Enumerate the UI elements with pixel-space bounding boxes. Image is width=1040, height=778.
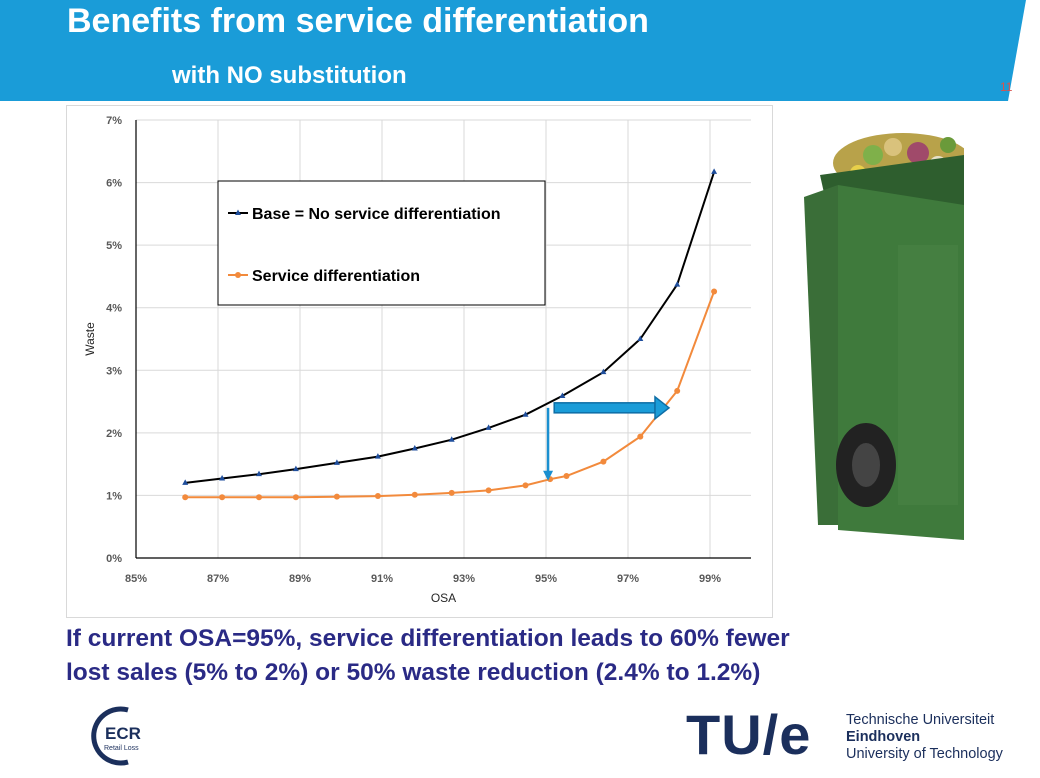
series-line-2: [185, 291, 716, 499]
series-2-point: [448, 489, 455, 496]
series-2-point: [182, 494, 189, 501]
waste-vs-osa-chart: 0% 1% 2% 3% 4% 5% 6% 7% 85% 87% 89% 91% 93% 95% 97% 99%…: [66, 105, 773, 618]
series-2-point: [411, 491, 418, 498]
x-tick-label: 97%: [617, 573, 639, 585]
series-1-point: [219, 475, 226, 481]
series-1-point: [256, 470, 262, 477]
banner-shape: [0, 0, 1026, 101]
series-1-point: [333, 459, 340, 465]
series-1-point: [674, 281, 681, 287]
series-2-point: [637, 433, 644, 440]
series-2-point: [563, 473, 570, 480]
series-1-point: [485, 424, 492, 430]
title-banner: [0, 0, 1040, 101]
ecr-logo-subtext: Retail Loss: [104, 745, 139, 752]
y-tick-label: 7%: [106, 115, 122, 127]
tue-line-2: Eindhoven: [846, 729, 921, 745]
y-tick-label: 1%: [106, 490, 122, 502]
series-1-point: [559, 392, 566, 398]
x-tick-label: 85%: [125, 573, 147, 585]
chart-svg: 0% 1% 2% 3% 4% 5% 6% 7% 85% 87% 89% 91% 93% 95% 97% 99%…: [66, 105, 773, 618]
waste-bin-image: [798, 125, 973, 545]
series-1-point: [411, 445, 418, 451]
series-2-point: [374, 493, 381, 500]
slide-title: Benefits from service differentiation: [67, 2, 649, 40]
tue-logo: TU/e Technische Universiteit Eindhoven U…: [686, 702, 1026, 774]
legend-box: [217, 180, 546, 306]
x-tick-label: 95%: [535, 573, 557, 585]
series-2-point: [674, 387, 681, 394]
conclusion-caption: If current OSA=95%, service differentiat…: [66, 622, 966, 690]
x-axis-label: OSA: [431, 591, 456, 605]
waste-bin-illustration: [804, 133, 973, 540]
y-axis-label: Waste: [83, 322, 97, 356]
ecr-logo-mark: ECR Retail Loss: [91, 706, 141, 766]
series-2-point: [485, 487, 492, 494]
x-tick-label: 91%: [371, 573, 393, 585]
ecr-logo-text: ECR: [105, 724, 141, 743]
horizontal-arrow-shaft: [553, 402, 656, 414]
x-tick-label: 93%: [453, 573, 475, 585]
tue-logo-mark: TU/e: [686, 702, 811, 767]
series-2-point: [292, 494, 299, 501]
tue-logo-text: Technische Universiteit Eindhoven Univer…: [846, 712, 1003, 763]
series-1-point: [292, 465, 299, 472]
vertical-arrow-head: [543, 470, 554, 481]
series-1-point: [637, 335, 644, 341]
slide-subtitle: with NO substitution: [172, 62, 407, 89]
legend-label-2: Service differentiation: [252, 268, 420, 285]
y-tick-label: 2%: [106, 428, 122, 440]
legend-marker-2: [235, 272, 241, 278]
x-tick-label: 87%: [207, 573, 229, 585]
series-1-point: [522, 411, 529, 417]
y-tick-label: 6%: [106, 178, 122, 190]
tue-line-3: University of Technology: [846, 746, 1003, 762]
y-tick-label: 0%: [106, 553, 122, 565]
series-2-point: [711, 288, 718, 295]
series-1-point: [448, 436, 455, 442]
tue-line-1: Technische Universiteit: [846, 712, 995, 728]
tue-mark-text: TU/e: [686, 703, 812, 766]
page-number: 11: [1000, 80, 1013, 94]
horizontal-arrow-head: [654, 395, 671, 421]
caption-line-2: lost sales (5% to 2%) or 50% waste reduc…: [66, 659, 761, 686]
ecr-logo: ECR Retail Loss: [88, 704, 148, 768]
caption-line-1: If current OSA=95%, service differentiat…: [66, 625, 790, 652]
series-2-point: [219, 494, 226, 501]
series-1-point: [182, 479, 189, 485]
y-tick-label: 4%: [106, 303, 122, 315]
y-tick-label: 3%: [106, 365, 122, 377]
series-1-point: [374, 453, 381, 459]
chart-frame: [66, 105, 773, 618]
series-2-point: [256, 494, 262, 501]
x-tick-label: 99%: [699, 573, 721, 585]
x-tick-label: 89%: [289, 573, 311, 585]
series-1-point: [600, 368, 607, 375]
legend-marker-1: [235, 209, 241, 215]
series-1-point: [711, 168, 718, 174]
legend-label-1: Base = No service differentiation: [252, 206, 501, 223]
series-2-point: [600, 458, 607, 465]
series-2-point: [522, 482, 529, 489]
y-tick-label: 5%: [106, 240, 122, 252]
series-2-point: [333, 493, 340, 500]
